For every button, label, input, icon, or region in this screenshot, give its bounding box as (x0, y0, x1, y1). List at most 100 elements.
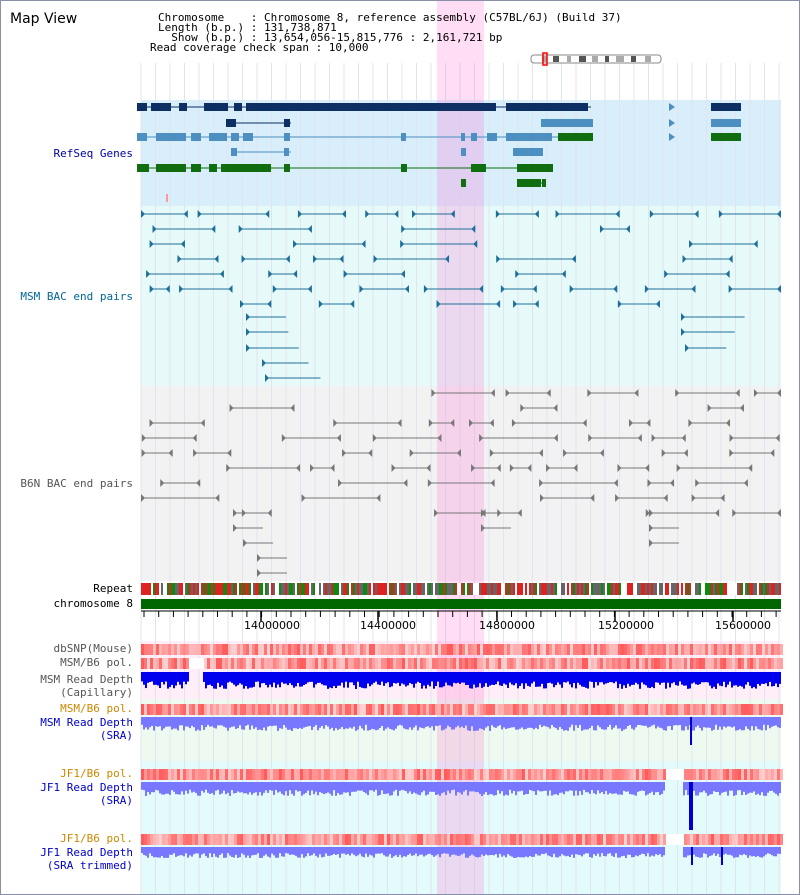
depth-bar (743, 782, 745, 792)
repeat-segment (369, 583, 371, 595)
repeat-segment (557, 583, 559, 595)
pol-cell (210, 834, 213, 845)
pol-cell (702, 658, 705, 669)
depth-bar (625, 717, 627, 729)
depth-bar (543, 717, 545, 726)
pol-cell (399, 658, 402, 669)
depth-bar (465, 847, 467, 858)
pol-cell (300, 658, 303, 669)
repeat-segment (379, 583, 381, 595)
depth-bar (295, 717, 297, 729)
depth-bar (511, 782, 513, 794)
track-label-b6n-bac[interactable]: B6N BAC end pairs (20, 477, 133, 490)
axis-tick-label: 14000000 (244, 619, 300, 632)
bac-end-marker (490, 479, 495, 487)
pol-cell (357, 704, 360, 715)
depth-bar (697, 782, 699, 796)
depth-bar (555, 717, 557, 729)
depth-bar (217, 782, 219, 790)
repeat-segment (671, 583, 673, 595)
pol-cell (246, 658, 249, 669)
pol-cell (618, 704, 621, 715)
repeat-segment (437, 583, 439, 595)
repeat-segment (493, 583, 495, 595)
bac-end-marker (534, 300, 539, 308)
depth-bar (237, 847, 239, 858)
depth-bar (153, 847, 155, 858)
pol-cell (522, 658, 525, 669)
pol-cell (159, 644, 162, 655)
pol-cell (777, 644, 780, 655)
depth-bar (343, 847, 345, 854)
depth-bar (211, 717, 213, 727)
depth-bar (487, 717, 489, 727)
repeat-segment (547, 583, 549, 595)
repeat-segment (653, 583, 655, 595)
pol-cell (438, 834, 441, 845)
depth-bar (301, 782, 303, 796)
depth-bar (255, 717, 257, 728)
depth-bar (631, 782, 633, 795)
depth-bar (669, 717, 671, 726)
repeat-segment (549, 583, 551, 595)
depth-bar (537, 847, 539, 856)
pol-cell (246, 769, 249, 780)
depth-bar (715, 782, 717, 792)
repeat-segment (655, 583, 657, 595)
depth-bar (305, 847, 307, 857)
depth-bar (519, 847, 521, 858)
bac-end-marker (509, 464, 514, 472)
pol-cell (444, 644, 447, 655)
depth-bar (741, 782, 743, 796)
depth-bar (707, 782, 709, 796)
pol-cell (282, 769, 285, 780)
repeat-segment (623, 583, 625, 595)
pol-cell (570, 644, 573, 655)
depth-bar (771, 847, 773, 856)
depth-bar (655, 847, 657, 855)
pol-cell (573, 644, 576, 655)
depth-bar (373, 672, 375, 683)
pol-cell (525, 658, 528, 669)
pol-cell (180, 704, 183, 715)
pol-cell (261, 769, 264, 780)
repeat-segment (295, 583, 297, 595)
depth-bar (419, 717, 421, 728)
pol-cell (255, 834, 258, 845)
pol-cell (543, 834, 546, 845)
pol-cell (174, 834, 177, 845)
pol-cell (207, 769, 210, 780)
track-label-jf1-depth-sra: JF1 Read Depth (40, 781, 133, 794)
depth-bar (503, 717, 505, 728)
repeat-segment (599, 583, 601, 595)
pol-cell (333, 644, 336, 655)
pol-cell (657, 658, 660, 669)
bac-end-marker (571, 255, 576, 263)
track-label-refseq[interactable]: RefSeq Genes (53, 147, 133, 160)
depth-bar (319, 782, 321, 793)
depth-bar (227, 717, 229, 731)
depth-bar (631, 672, 633, 685)
info-chromosome: Chromosome : Chromosome 8, reference ass… (158, 11, 622, 24)
pol-cell (447, 644, 450, 655)
pol-cell (339, 644, 342, 655)
bac-end-marker (649, 210, 654, 218)
depth-bar (573, 847, 575, 858)
depth-bar (433, 782, 435, 792)
pol-cell (225, 834, 228, 845)
repeat-segment (667, 583, 669, 595)
pol-cell (285, 658, 288, 669)
depth-bar (209, 717, 211, 727)
bac-end-marker (682, 255, 687, 263)
pol-cell (735, 834, 738, 845)
repeat-segment (699, 583, 701, 595)
track-label-msm-bac[interactable]: MSM BAC end pairs (20, 290, 133, 303)
pol-cell (213, 769, 216, 780)
pol-cell (279, 704, 282, 715)
pol-cell (726, 658, 729, 669)
pol-cell (540, 704, 543, 715)
repeat-segment (703, 583, 705, 595)
depth-bar (591, 847, 593, 858)
pol-cell (183, 704, 186, 715)
pol-cell (636, 644, 639, 655)
